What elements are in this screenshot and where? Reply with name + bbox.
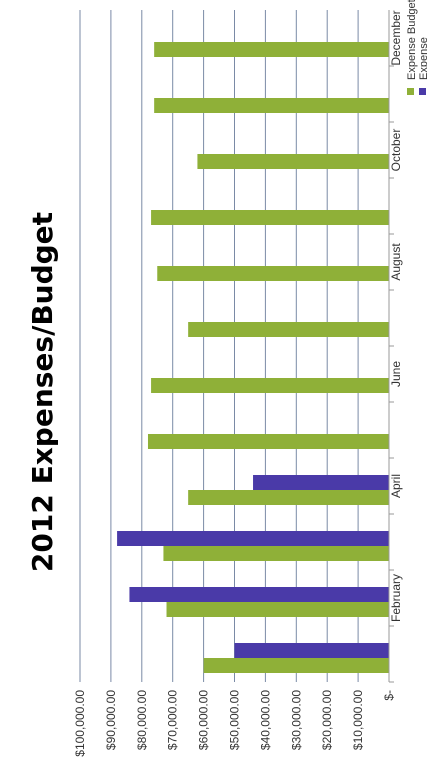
category-label: October [389, 129, 403, 172]
bar-expense [129, 587, 389, 602]
bar-expense-budget [163, 546, 389, 561]
bar-expense-budget [203, 658, 389, 673]
bar-expense [234, 643, 389, 658]
value-axis-tick-labels: $- $10,000.00 $20,000.00 $30,000.00 $40,000.… [73, 690, 396, 757]
category-label: December [389, 10, 403, 65]
category-label: February [389, 574, 403, 622]
legend-swatch [407, 88, 414, 95]
value-tick-label: $- [382, 690, 396, 701]
value-tick-label: $10,000.00 [351, 690, 365, 750]
value-tick-label: $80,000.00 [135, 690, 149, 750]
value-tick-label: $20,000.00 [320, 690, 334, 750]
bars [117, 42, 394, 683]
bar-expense [117, 531, 389, 546]
category-axis-labels: February April June August October December [389, 10, 403, 622]
bar-expense-budget [197, 154, 389, 169]
chart-title: 2012 Expenses/Budget [26, 212, 59, 572]
bar-expense-budget [188, 322, 389, 337]
value-tick-label: $50,000.00 [228, 690, 242, 750]
category-label: August [389, 243, 403, 281]
legend-swatch [419, 88, 426, 95]
bar-expense-budget [157, 266, 389, 281]
bar-expense-budget [151, 210, 389, 225]
legend-label: Expense [418, 37, 427, 80]
gridlines [79, 10, 390, 682]
legend: Expense Budget Expense [406, 0, 427, 95]
value-tick-label: $30,000.00 [289, 690, 303, 750]
value-tick-label: $60,000.00 [197, 690, 211, 750]
bar-expense-budget [151, 378, 389, 393]
bar-expense-budget [147, 434, 389, 449]
value-tick-label: $100,000.00 [73, 690, 87, 757]
bar-expense-budget [154, 42, 389, 57]
bar-expense-budget [166, 602, 389, 617]
bar-expense-budget [154, 98, 389, 113]
bar-expense-budget [188, 490, 389, 505]
bar-expense [253, 475, 389, 490]
legend-label: Expense Budget [406, 0, 418, 80]
category-label: June [389, 361, 403, 387]
value-tick-label: $90,000.00 [104, 690, 118, 750]
value-tick-label: $70,000.00 [166, 690, 180, 750]
value-tick-label: $40,000.00 [258, 690, 272, 750]
category-label: April [389, 474, 403, 498]
